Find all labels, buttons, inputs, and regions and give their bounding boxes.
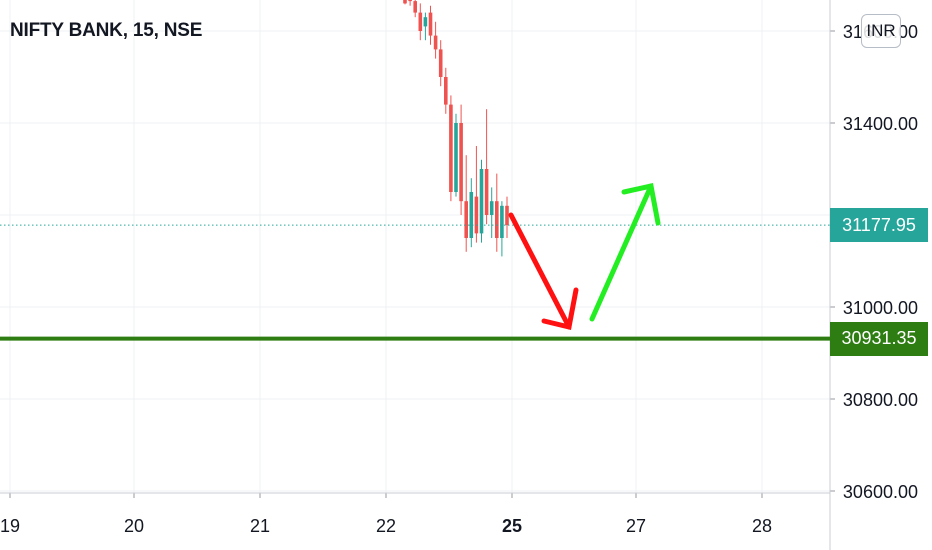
x-tick-label: 21 xyxy=(250,516,270,536)
y-tick-label: 30600.00 xyxy=(843,482,918,502)
currency-badge[interactable]: INR xyxy=(861,14,901,48)
candle-down xyxy=(474,196,479,234)
x-tick-label: 28 xyxy=(752,516,772,536)
candle-up xyxy=(469,192,474,238)
candle-down xyxy=(413,1,417,13)
candle-down xyxy=(449,104,453,192)
arrow-down-head[interactable] xyxy=(541,287,579,331)
x-tick-label: 27 xyxy=(626,516,646,536)
candle-down xyxy=(418,12,423,32)
candle-down xyxy=(505,205,509,226)
candle-up xyxy=(423,17,428,27)
candle-up xyxy=(479,169,484,234)
x-tick-label: 19 xyxy=(0,516,20,536)
x-tick-label: 25 xyxy=(502,516,522,536)
candle-down xyxy=(438,49,443,77)
candle-down xyxy=(464,201,468,238)
arrow-up-head[interactable] xyxy=(621,182,661,226)
candle-up xyxy=(454,123,458,192)
candle-down xyxy=(444,77,448,105)
y-tick-label: 30800.00 xyxy=(843,390,918,410)
support-level-tag: 30931.35 xyxy=(830,321,928,356)
candle-down xyxy=(495,201,499,238)
symbol-title: NIFTY BANK, 15, NSE xyxy=(10,20,203,41)
arrow-down-shaft[interactable] xyxy=(508,212,572,330)
x-tick-label: 20 xyxy=(124,516,144,536)
y-tick-label: 31000.00 xyxy=(843,298,918,318)
y-tick-label: 31400.00 xyxy=(843,114,918,134)
candle-down xyxy=(403,0,407,4)
candle-up xyxy=(489,201,494,215)
candle-up xyxy=(500,205,504,238)
candle-down xyxy=(459,123,463,202)
candle-down xyxy=(484,169,489,215)
candle-down xyxy=(428,12,433,36)
candle-down xyxy=(408,0,412,2)
candle-down xyxy=(433,35,438,50)
x-tick-label: 22 xyxy=(376,516,396,536)
current-price-tag: 31177.95 xyxy=(830,208,928,243)
arrow-up-shaft[interactable] xyxy=(589,183,654,322)
